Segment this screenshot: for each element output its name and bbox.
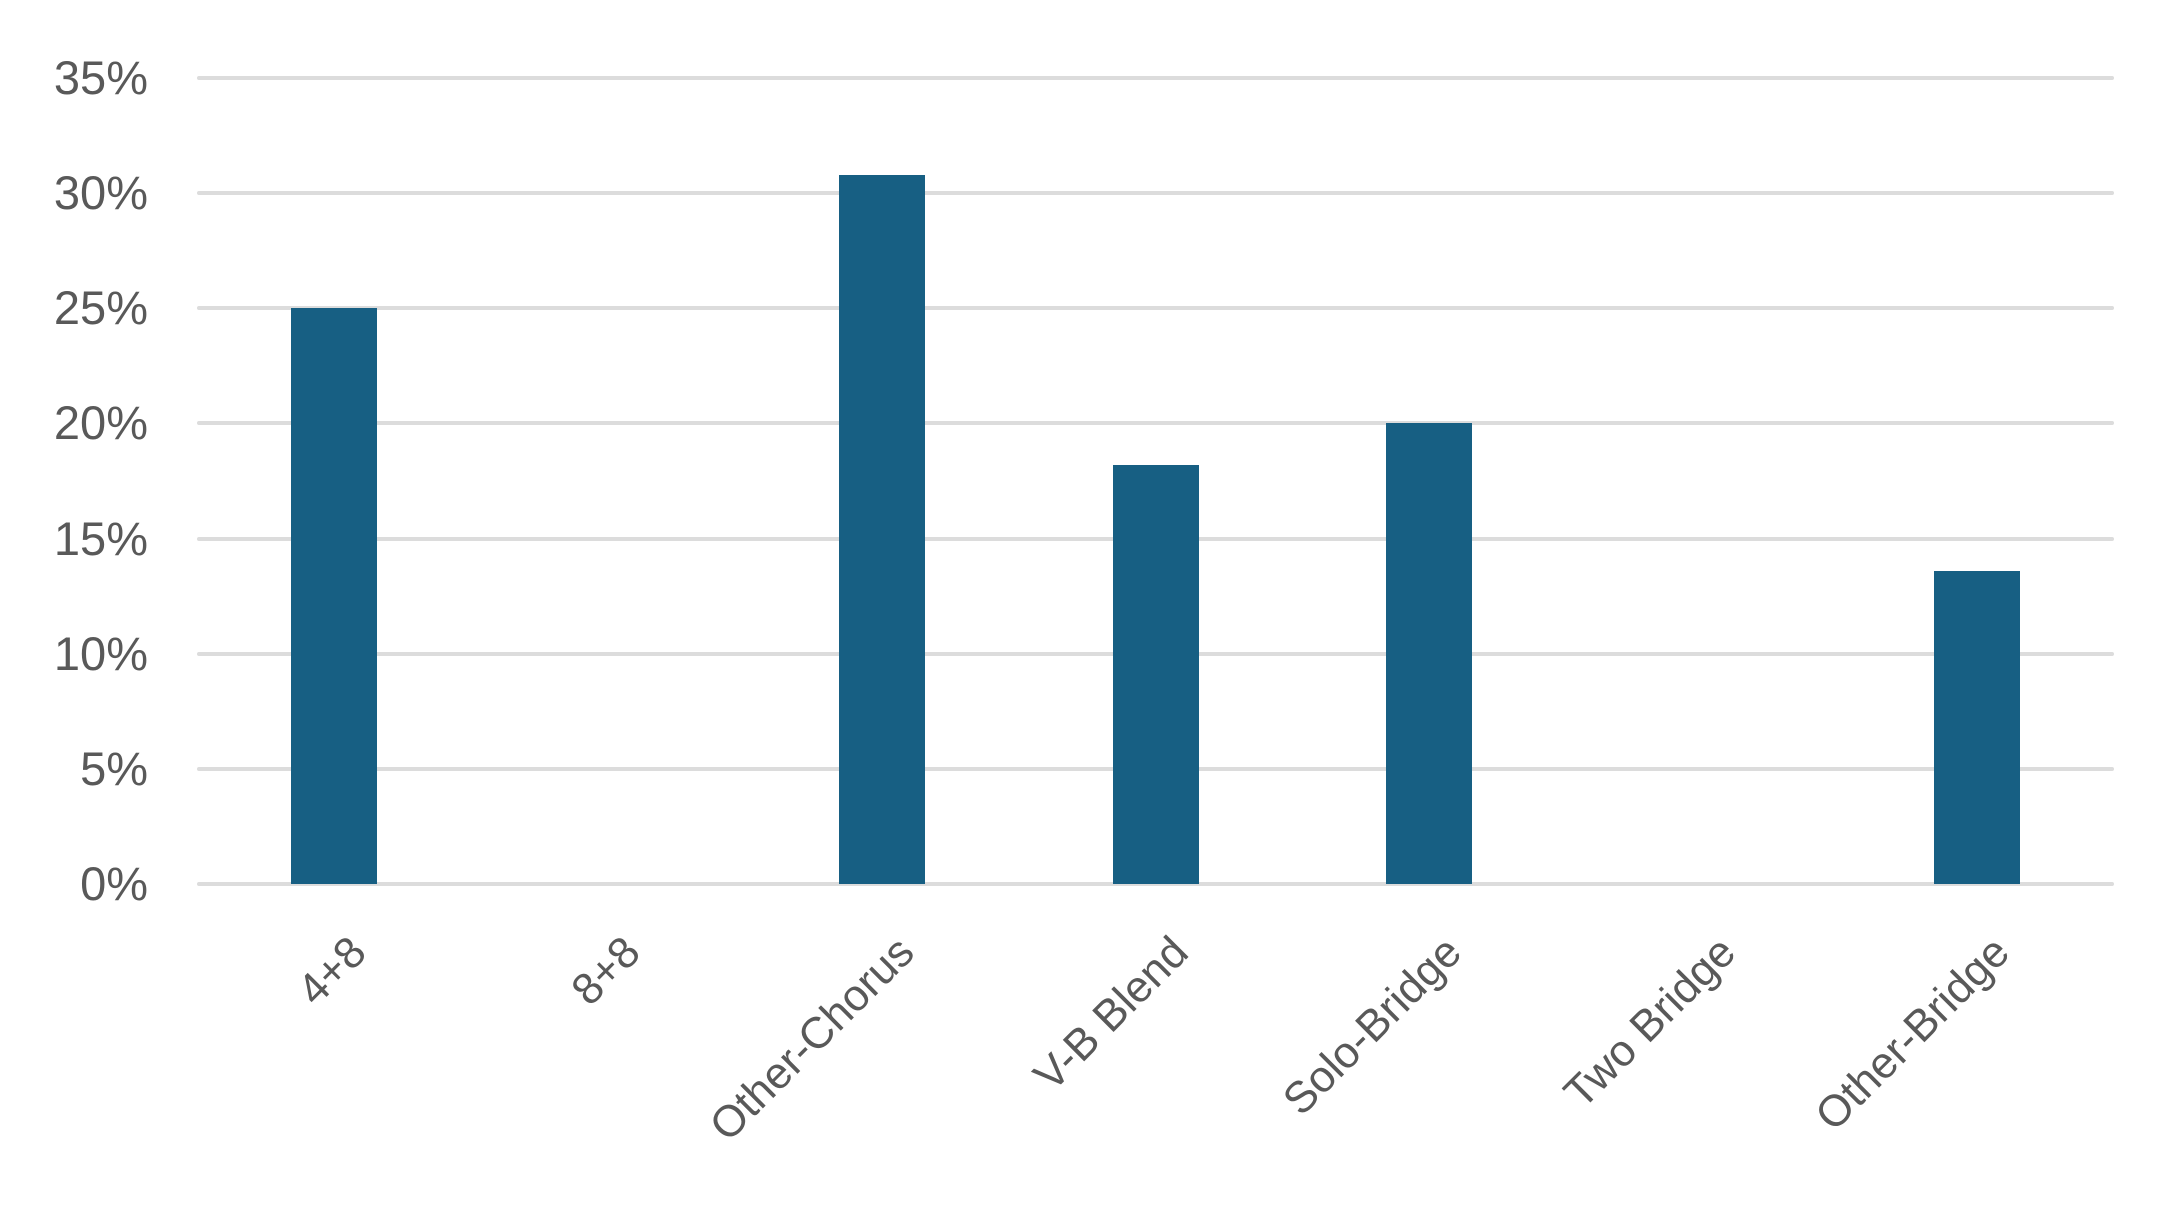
y-axis-label-35%: 35% [53, 51, 148, 104]
bar-Other-Chorus [838, 174, 925, 884]
x-axis-label-Other-Chorus: Other-Chorus [700, 927, 924, 1151]
bar-V-B Blend [1112, 464, 1199, 884]
x-axis-label-Other-Bridge: Other-Bridge [1806, 927, 2020, 1141]
y-axis-label-20%: 20% [53, 396, 148, 450]
bar-4+8 [290, 308, 377, 884]
gridline-30% [197, 191, 2114, 196]
gridline-20% [197, 421, 2114, 426]
bar-Solo-Bridge [1386, 423, 1473, 884]
x-axis-label-V-B Blend: V-B Blend [1024, 927, 1198, 1101]
gridline-0% [197, 882, 2114, 886]
y-axis-label-30%: 30% [53, 166, 148, 220]
gridline-35% [197, 76, 2114, 80]
gridline-25% [197, 306, 2114, 311]
y-axis-label-5%: 5% [80, 741, 148, 795]
y-axis-label-25%: 25% [53, 281, 148, 335]
y-axis-label-10%: 10% [53, 626, 148, 680]
x-axis-label-8+8: 8+8 [562, 927, 650, 1015]
x-axis-label-Solo-Bridge: Solo-Bridge [1274, 927, 1472, 1125]
x-axis-label-4+8: 4+8 [288, 927, 376, 1015]
bar-Other-Bridge [1934, 570, 2021, 884]
x-axis-label-Two Bridge: Two Bridge [1554, 927, 1746, 1118]
y-axis-label-15%: 15% [53, 511, 148, 565]
y-axis-label-0%: 0% [80, 857, 148, 910]
